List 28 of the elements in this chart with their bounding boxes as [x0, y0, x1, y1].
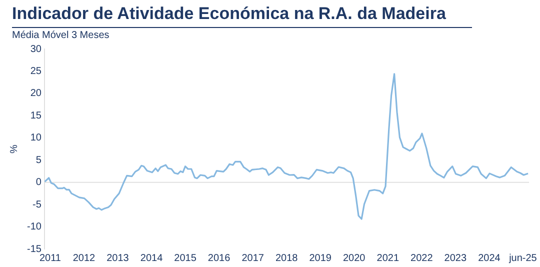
x-tick-label: jun-25 — [508, 252, 538, 264]
x-tick-label: 2021 — [376, 252, 400, 264]
x-tick-label: 2013 — [106, 252, 130, 264]
x-tick-label: 2024 — [478, 252, 501, 264]
y-tick-label: 30 — [30, 44, 42, 55]
x-tick-label: 2015 — [174, 252, 197, 264]
x-tick-label: 2017 — [242, 252, 264, 264]
x-tick-label: 2011 — [39, 252, 62, 264]
x-tick-label: 2014 — [140, 252, 164, 264]
y-tick-label: -5 — [32, 199, 42, 210]
x-tick-label: 2020 — [343, 252, 366, 264]
y-tick-label: -15 — [27, 244, 42, 255]
y-tick-label: 25 — [30, 66, 42, 77]
y-tick-label: 15 — [30, 110, 42, 122]
y-tick-label: 20 — [30, 88, 42, 100]
x-tick-label: 2019 — [309, 252, 332, 264]
x-tick-label: 2023 — [444, 252, 467, 264]
y-tick-label: 10 — [30, 132, 42, 144]
x-tick-label: 2016 — [208, 252, 231, 264]
x-tick-label: 2012 — [72, 252, 96, 264]
chart-subtitle: Média Móvel 3 Meses — [12, 30, 110, 41]
chart-title: Indicador de Atividade Económica na R.A. da Madeira — [12, 4, 472, 28]
y-tick-label: 0 — [36, 177, 42, 188]
x-tick-label: 2018 — [275, 252, 298, 264]
y-tick-label: -10 — [27, 222, 42, 233]
y-tick-label: 5 — [36, 154, 42, 166]
y-axis-title: % — [8, 144, 20, 154]
x-tick-label: 2022 — [410, 252, 434, 264]
